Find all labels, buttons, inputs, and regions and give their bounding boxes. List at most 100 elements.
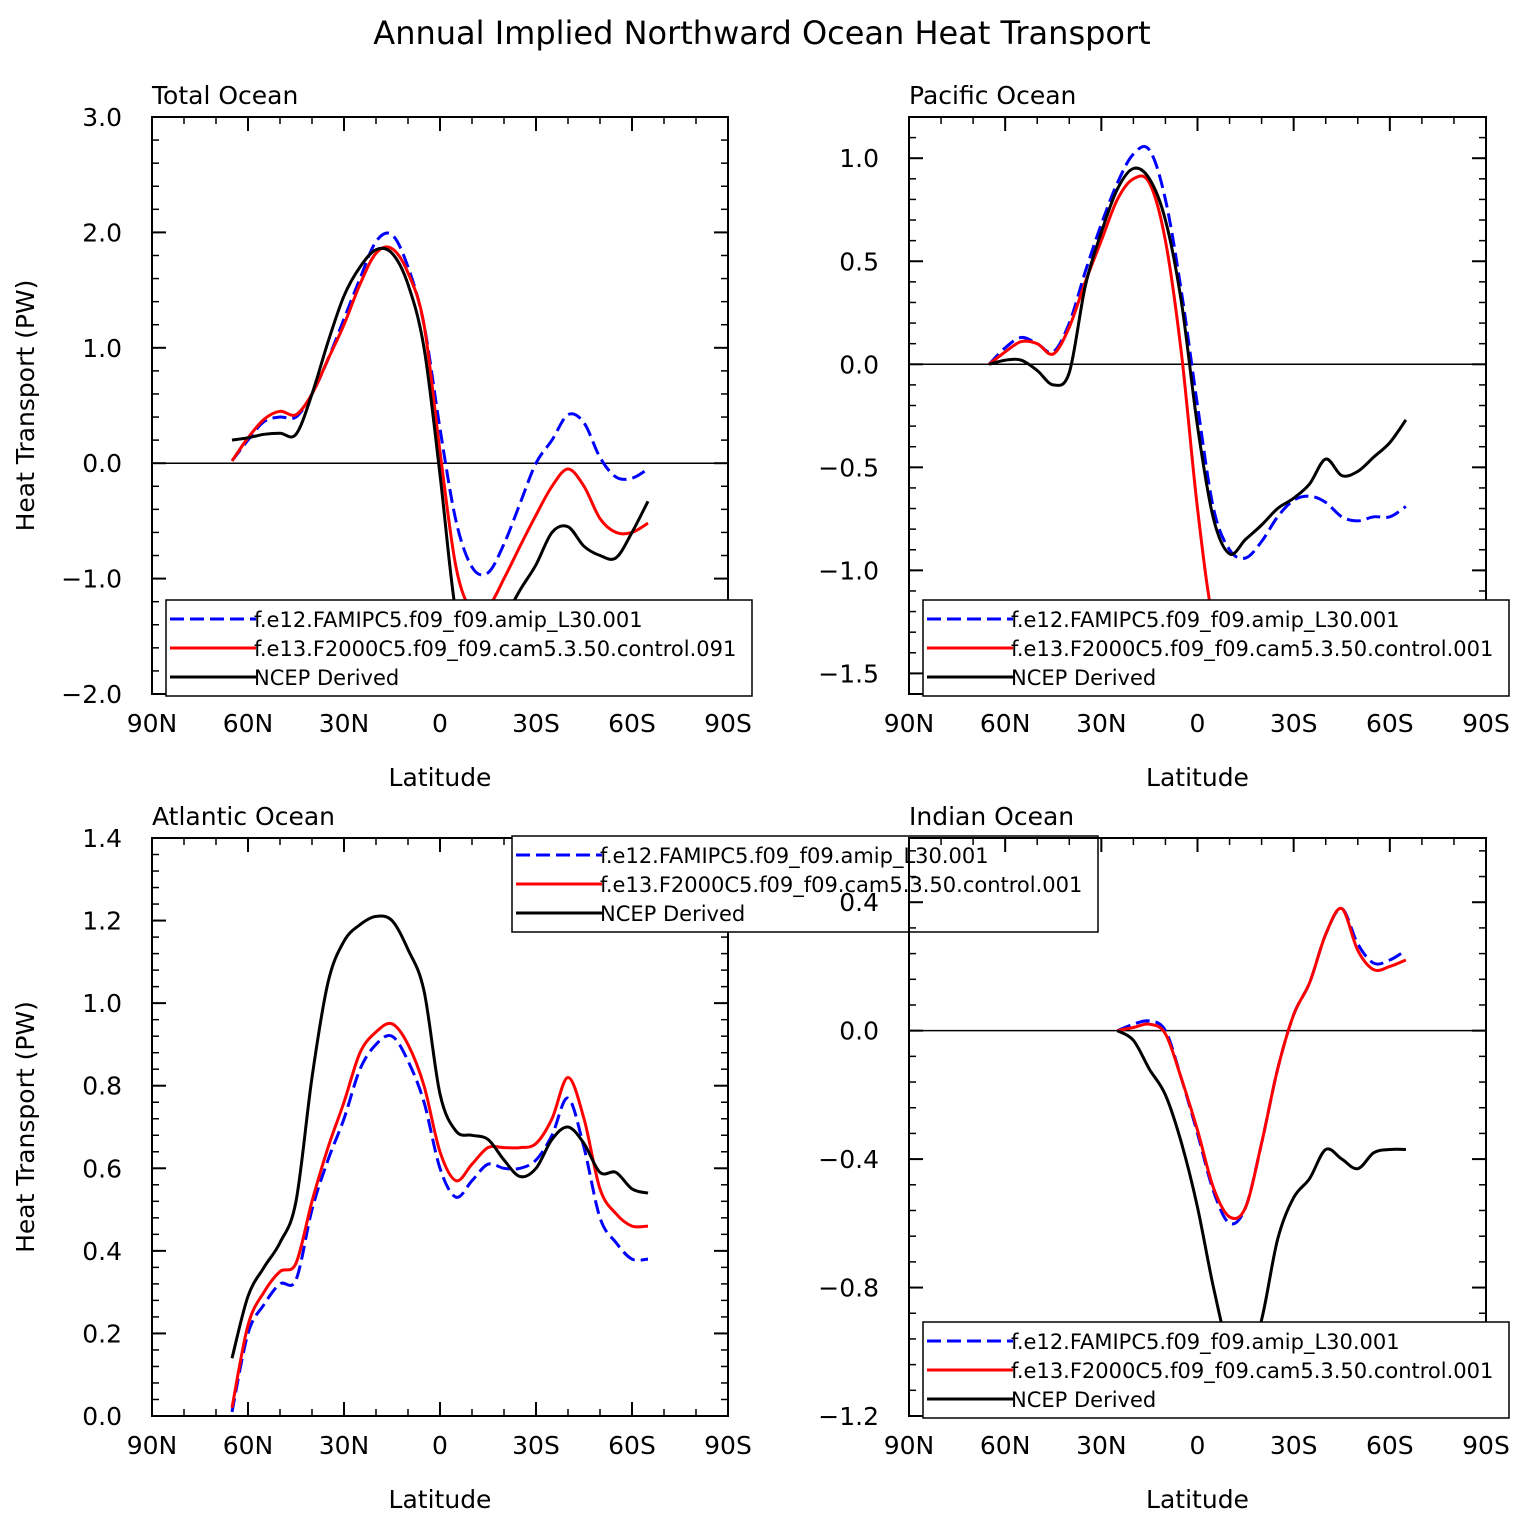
x-axis-label: Latitude — [1146, 1485, 1249, 1514]
x-tick-label: 60S — [608, 1431, 656, 1460]
y-tick-label: 0.0 — [839, 350, 879, 379]
series-line-control — [230, 245, 649, 616]
legend-label: NCEP Derived — [600, 902, 745, 926]
y-axis-label: Heat Transport (PW) — [11, 1001, 40, 1253]
y-tick-label: −0.4 — [818, 1145, 879, 1174]
x-tick-label: 30N — [1076, 709, 1127, 738]
x-tick-label: 60N — [980, 709, 1031, 738]
legend: f.e12.FAMIPC5.f09_f09.amip_L30.001 f.e13.… — [511, 835, 1099, 933]
legend-label: f.e12.FAMIPC5.f09_f09.amip_L30.001 — [254, 608, 643, 633]
y-tick-label: 0.4 — [839, 888, 879, 917]
x-tick-label: 0 — [1190, 1431, 1206, 1460]
chart-panel: Total Ocean 90N 60N 30N 0 30S 60S 90S −2.0 −1.0 0.… — [11, 81, 753, 792]
plot-frame — [151, 837, 729, 1417]
x-tick-label: 60N — [223, 1431, 274, 1460]
series-line-amip — [230, 1034, 649, 1413]
y-tick-label: 0.0 — [839, 1017, 879, 1046]
y-tick-label: 1.2 — [82, 907, 122, 936]
legend: f.e12.FAMIPC5.f09_f09.amip_L30.001 f.e13.… — [922, 599, 1510, 697]
y-tick-label: 0.6 — [82, 1154, 122, 1183]
y-tick-label: 3.0 — [82, 103, 122, 132]
x-tick-label: 0 — [432, 709, 448, 738]
y-tick-label: −1.0 — [818, 556, 879, 585]
series-line-ncep — [1116, 1029, 1406, 1371]
y-tick-label: −0.5 — [818, 453, 879, 482]
x-axis-label: Latitude — [389, 763, 492, 792]
y-tick-label: 0.2 — [82, 1319, 122, 1348]
legend: f.e12.FAMIPC5.f09_f09.amip_L30.001 f.e13.… — [922, 1321, 1510, 1419]
legend: f.e12.FAMIPC5.f09_f09.amip_L30.001 f.e13.… — [165, 599, 753, 697]
chart-panel: Atlantic Ocean 90N 60N 30N 0 30S 60S 90S 0.0 0.2 0… — [11, 802, 1099, 1514]
x-tick-label: 0 — [432, 1431, 448, 1460]
y-tick-label: 1.0 — [82, 334, 122, 363]
x-tick-label: 30S — [1270, 709, 1318, 738]
y-tick-label: 2.0 — [82, 218, 122, 247]
series-line-amip — [1116, 907, 1407, 1226]
panels: Total Ocean 90N 60N 30N 0 30S 60S 90S −2.0 −1.0 0.… — [11, 81, 1510, 1514]
x-tick-label: 60S — [608, 709, 656, 738]
legend-label: NCEP Derived — [254, 666, 399, 690]
legend-box — [511, 835, 1099, 933]
x-tick-label: 30N — [319, 1431, 370, 1460]
x-tick-label: 90S — [1462, 1431, 1510, 1460]
x-tick-label: 30S — [512, 709, 560, 738]
y-tick-label: −1.5 — [818, 659, 879, 688]
legend-label: f.e13.F2000C5.f09_f09.cam5.3.50.control.… — [1011, 637, 1493, 662]
y-tick-label: −2.0 — [61, 680, 122, 709]
series-line-control — [230, 1021, 649, 1408]
series-line-ncep — [231, 246, 650, 657]
x-tick-label: 90S — [1462, 709, 1510, 738]
panel-title: Atlantic Ocean — [152, 802, 335, 831]
y-tick-label: 1.4 — [82, 824, 122, 853]
y-tick-label: −1.2 — [818, 1402, 879, 1431]
legend-label: NCEP Derived — [1011, 666, 1156, 690]
x-tick-label: 90S — [704, 709, 752, 738]
x-tick-label: 60S — [1366, 1431, 1414, 1460]
x-tick-label: 30S — [512, 1431, 560, 1460]
legend-label: f.e12.FAMIPC5.f09_f09.amip_L30.001 — [1011, 608, 1400, 633]
x-tick-label: 60S — [1366, 709, 1414, 738]
legend-label: f.e13.F2000C5.f09_f09.cam5.3.50.control.… — [600, 873, 1082, 898]
y-tick-label: 0.5 — [839, 247, 879, 276]
chart-panel: Pacific Ocean 90N 60N 30N 0 30S 60S 90S −1.5 −1.0… — [818, 81, 1510, 792]
x-tick-label: 30S — [1270, 1431, 1318, 1460]
panel-title: Total Ocean — [151, 81, 298, 110]
y-tick-label: 0.0 — [82, 449, 122, 478]
x-tick-label: 60N — [223, 709, 274, 738]
y-tick-label: −1.0 — [61, 565, 122, 594]
legend-label: f.e13.F2000C5.f09_f09.cam5.3.50.control.… — [254, 637, 736, 662]
chart-panel: Indian Ocean 90N 60N 30N 0 30S 60S 90S −1.2 −0.8 −… — [818, 802, 1510, 1514]
series-line-control — [988, 174, 1407, 648]
x-tick-label: 90N — [127, 709, 178, 738]
series-line-ncep — [230, 914, 649, 1359]
x-tick-label: 90N — [127, 1431, 178, 1460]
series-line-ncep — [988, 166, 1408, 556]
y-tick-label: −0.8 — [818, 1274, 879, 1303]
panel-title: Pacific Ocean — [909, 81, 1076, 110]
y-axis-label: Heat Transport (PW) — [11, 280, 40, 532]
x-tick-label: 30N — [319, 709, 370, 738]
panel-title: Indian Ocean — [909, 802, 1074, 831]
x-tick-label: 90N — [884, 709, 935, 738]
legend-box — [165, 599, 753, 697]
legend-label: f.e12.FAMIPC5.f09_f09.amip_L30.001 — [1011, 1330, 1400, 1355]
x-tick-label: 0 — [1190, 709, 1206, 738]
series-line-control — [1117, 906, 1407, 1221]
legend-box — [922, 599, 1510, 697]
series-line-amip — [230, 231, 649, 577]
x-tick-label: 90N — [884, 1431, 935, 1460]
legend-label: NCEP Derived — [1011, 1388, 1156, 1412]
legend-box — [922, 1321, 1510, 1419]
legend-label: f.e13.F2000C5.f09_f09.cam5.3.50.control.… — [1011, 1359, 1493, 1384]
y-tick-label: 0.4 — [82, 1237, 122, 1266]
y-tick-label: 0.0 — [82, 1402, 122, 1431]
y-tick-label: 1.0 — [82, 989, 122, 1018]
y-tick-label: 0.8 — [82, 1072, 122, 1101]
y-tick-label: 1.0 — [839, 144, 879, 173]
figure-title: Annual Implied Northward Ocean Heat Tran… — [373, 14, 1150, 52]
x-tick-label: 30N — [1076, 1431, 1127, 1460]
legend-label: f.e12.FAMIPC5.f09_f09.amip_L30.001 — [600, 844, 989, 869]
x-tick-label: 90S — [704, 1431, 752, 1460]
x-axis-label: Latitude — [1146, 763, 1249, 792]
